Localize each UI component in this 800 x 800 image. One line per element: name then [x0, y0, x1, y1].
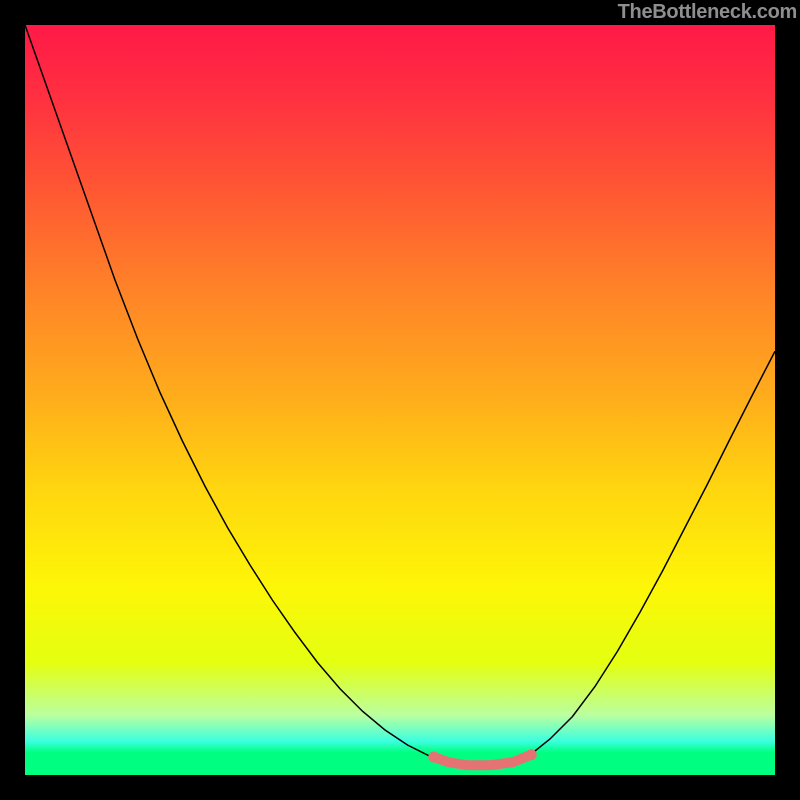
watermark-text: TheBottleneck.com: [618, 1, 797, 24]
chart-svg: [0, 0, 800, 800]
bottleneck-chart: TheBottleneck.com: [0, 0, 800, 800]
